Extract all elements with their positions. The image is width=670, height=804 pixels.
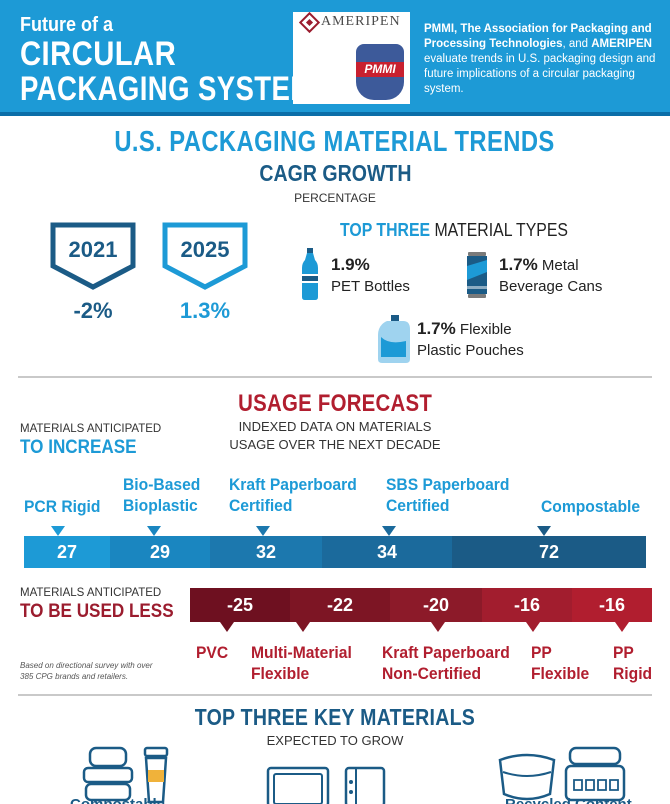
key-material-recycled: Recycled Content bbox=[505, 796, 632, 804]
pointer-icon bbox=[51, 526, 65, 536]
bar-multi-material: -22 bbox=[290, 588, 390, 622]
bar-pp-flexible: -16 bbox=[482, 588, 572, 622]
key-materials-title: TOP THREE KEY MATERIALS bbox=[194, 704, 476, 730]
clamshell-container-icon bbox=[82, 746, 134, 802]
material-flexible-pouches: 1.7% Flexible Plastic Pouches bbox=[417, 319, 524, 359]
berry-container-icon bbox=[564, 746, 626, 802]
bar-sbs-certified: 34 bbox=[322, 536, 452, 568]
pointer-icon bbox=[615, 622, 629, 632]
bar-kraft-non-certified: -20 bbox=[390, 588, 482, 622]
pet-bottle-icon bbox=[302, 248, 318, 300]
usage-forecast-subtitle: INDEXED DATA ON MATERIALS USAGE OVER THE… bbox=[229, 419, 441, 452]
section-divider bbox=[18, 376, 652, 378]
decrease-label-multi-material: Multi-Material Flexible bbox=[251, 643, 352, 683]
decrease-label-big: TO BE USED LESS bbox=[20, 601, 174, 622]
bar-compostable: 72 bbox=[452, 536, 646, 568]
book-box-icon bbox=[344, 766, 386, 804]
beverage-can-icon bbox=[467, 252, 487, 298]
pointer-icon bbox=[256, 526, 270, 536]
increase-label-bio-based: Bio-Based Bioplastic bbox=[123, 475, 201, 515]
title-line-1: Future of a bbox=[20, 14, 114, 36]
material-metal-cans: 1.7% Metal Beverage Cans bbox=[499, 255, 603, 295]
decrease-label-kraft-non-certified: Kraft Paperboard Non-Certified bbox=[382, 643, 510, 683]
pouch-icon bbox=[378, 315, 410, 363]
section-divider bbox=[18, 694, 652, 696]
increase-label-big: TO INCREASE bbox=[20, 437, 137, 458]
ameripen-logo: AMERIPEN bbox=[298, 11, 401, 33]
tray-icon bbox=[266, 766, 330, 804]
pointer-icon bbox=[537, 526, 551, 536]
title-line-2: CIRCULAR bbox=[20, 35, 177, 73]
year-shield-2025: 2025 bbox=[162, 222, 248, 290]
section-title-trends: U.S. PACKAGING MATERIAL TRENDS bbox=[114, 126, 556, 158]
usage-forecast-title: USAGE FORECAST bbox=[238, 390, 432, 417]
bar-kraft-certified: 32 bbox=[210, 536, 322, 568]
bar-bio-based: 29 bbox=[110, 536, 210, 568]
pointer-icon bbox=[382, 526, 396, 536]
increase-label-small: MATERIALS ANTICIPATED bbox=[20, 423, 162, 435]
header-banner: Future of a CIRCULAR PACKAGING SYSTEM AM… bbox=[0, 0, 670, 112]
increase-label-kraft-certified: Kraft Paperboard Certified bbox=[229, 475, 357, 515]
decrease-label-pvc: PVC bbox=[196, 643, 229, 662]
ameripen-diamond-icon bbox=[298, 11, 321, 33]
key-materials-subtitle: EXPECTED TO GROW bbox=[266, 733, 404, 748]
bar-pcr-rigid: 27 bbox=[24, 536, 110, 568]
header-underline bbox=[0, 112, 670, 116]
shield-outline-icon bbox=[50, 222, 136, 290]
bar-pvc: -25 bbox=[190, 588, 290, 622]
title-line-3: PACKAGING SYSTEM bbox=[20, 70, 314, 108]
pointer-icon bbox=[526, 622, 540, 632]
increase-label-compostable: Compostable bbox=[541, 497, 641, 516]
header-description: PMMI, The Association for Packaging and … bbox=[424, 23, 656, 95]
pmmi-logo: PMMI bbox=[356, 44, 404, 100]
cagr-title: CAGR GROWTH bbox=[258, 160, 412, 186]
pointer-icon bbox=[220, 622, 234, 632]
pointer-icon bbox=[431, 622, 445, 632]
bar-pp-rigid: -16 bbox=[572, 588, 652, 622]
top-three-heading: TOP THREE MATERIAL TYPES bbox=[340, 220, 568, 240]
shield-outline-icon bbox=[162, 222, 248, 290]
decrease-label-small: MATERIALS ANTICIPATED bbox=[20, 587, 162, 599]
pointer-icon bbox=[147, 526, 161, 536]
survey-footnote: Based on directional survey with over 38… bbox=[20, 661, 153, 681]
material-pet-bottles: 1.9% PET Bottles bbox=[331, 255, 410, 295]
cagr-value-2021: -2% bbox=[73, 298, 113, 323]
cup-icon bbox=[143, 746, 169, 804]
increase-label-pcr-rigid: PCR Rigid bbox=[24, 497, 101, 516]
key-material-compostable: Compostable bbox=[70, 796, 165, 804]
cagr-value-2025: 1.3% bbox=[179, 298, 231, 323]
decrease-label-pp-rigid: PP Rigid bbox=[613, 643, 653, 683]
cagr-subtitle: PERCENTAGE bbox=[294, 191, 376, 205]
bowl-icon bbox=[498, 753, 556, 801]
year-shield-2021: 2021 bbox=[50, 222, 136, 290]
pointer-icon bbox=[296, 622, 310, 632]
increase-label-sbs-certified: SBS Paperboard Certified bbox=[386, 475, 510, 515]
decrease-label-pp-flexible: PP Flexible bbox=[531, 643, 590, 683]
